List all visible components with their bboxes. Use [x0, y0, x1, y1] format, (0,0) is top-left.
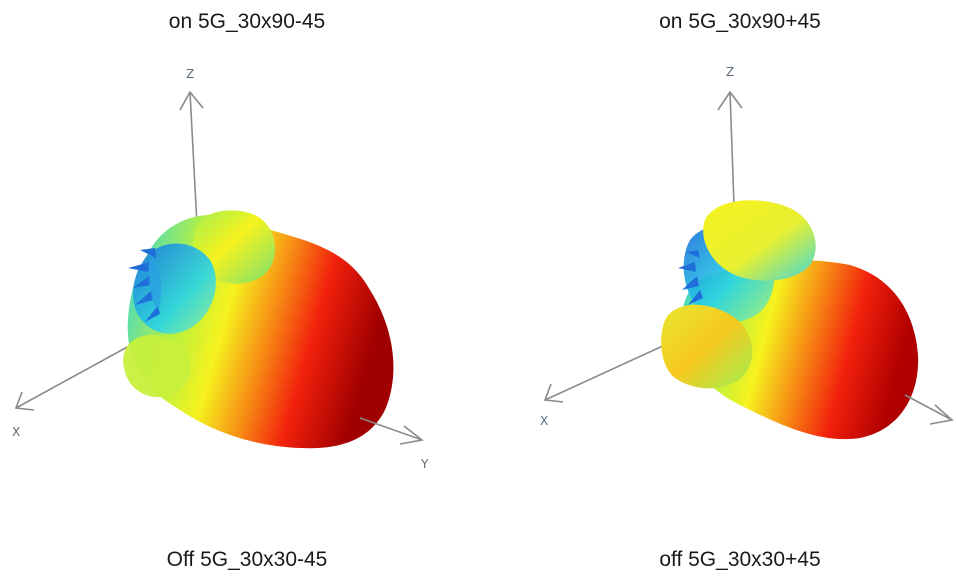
blue-spikes-left [128, 248, 160, 322]
caption-bottom-left: Off 5G_30x30-45 [166, 548, 328, 571]
axis-label-x-right: X [540, 414, 548, 428]
axes-right [543, 90, 743, 403]
axis-label-z-left: Z [186, 67, 194, 81]
side-lobe-top-left [193, 210, 275, 284]
blue-spikes-right [678, 250, 703, 305]
main-lobe-right [681, 260, 919, 440]
side-lobe-bottom-left [123, 334, 191, 398]
caption-top-right: on 5G_30x90+45 [659, 10, 821, 33]
side-lobe-left-right [661, 304, 753, 389]
radiation-pattern-left: Z X Y [12, 67, 429, 471]
side-lobe-top-right [703, 200, 816, 281]
caption-top-left: on 5G_30x90-45 [168, 10, 326, 33]
cyan-lobe-right [683, 225, 775, 323]
axis-label-z-right: Z [726, 65, 734, 79]
axes-left [14, 90, 204, 411]
axis-label-x-left: X [12, 425, 20, 439]
axis-label-y-left: Y [420, 457, 429, 471]
caption-bottom-right: off 5G_30x30+45 [659, 548, 821, 571]
